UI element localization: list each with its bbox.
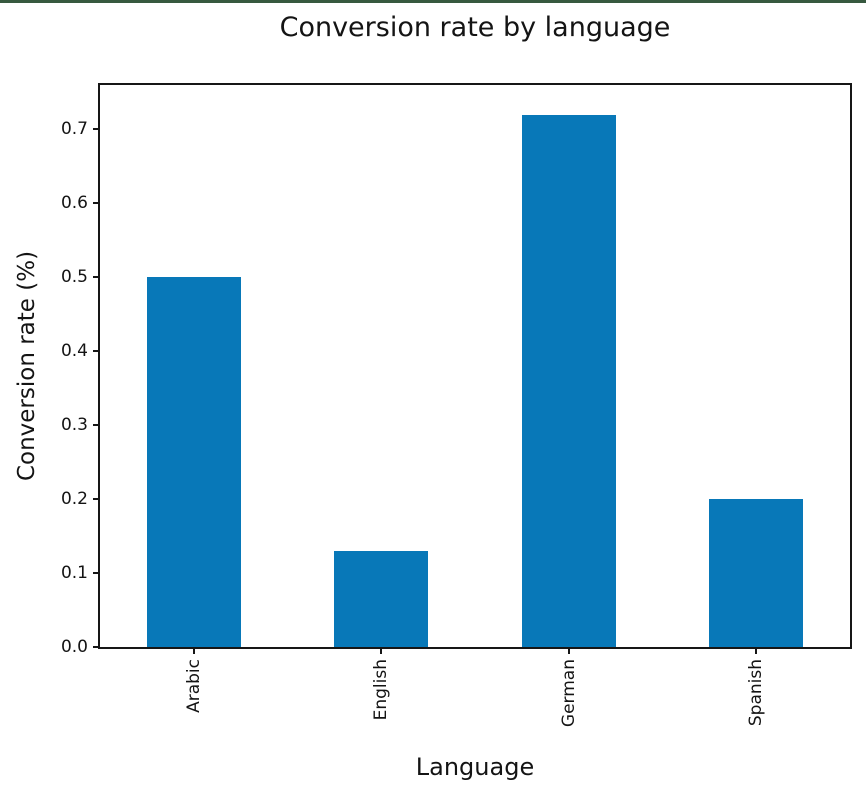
x-tick-label-text: English [371,659,391,721]
y-tick-label: 0.1 [60,563,88,583]
y-tick-label: 0.4 [60,341,88,361]
plot-area [98,83,852,649]
y-tick-label: 0.5 [60,267,88,287]
y-tick-label: 0.2 [60,489,88,509]
y-tick-mark [93,646,100,648]
bar-arabic [147,277,241,647]
bar-english [334,551,428,647]
y-tick-mark [93,276,100,278]
plot-inner [100,85,850,647]
y-tick-mark [93,128,100,130]
y-axis-label-text: Conversion rate (%) [14,250,40,482]
y-tick-label: 0.7 [60,119,88,139]
x-tick-label-text: Arabic [184,659,204,713]
y-tick-label: 0.6 [60,193,88,213]
y-tick-label: 0.3 [60,415,88,435]
x-tick-mark [755,647,757,654]
bar-spanish [709,499,803,647]
y-tick-mark [93,424,100,426]
y-tick-mark [93,572,100,574]
x-tick-label-text: Spanish [746,659,766,727]
y-tick-label: 0.0 [60,637,88,657]
y-tick-mark [93,350,100,352]
x-axis-label: Language [415,753,535,781]
bar-german [522,115,616,647]
window-top-border [0,0,866,3]
x-tick-mark [568,647,570,654]
x-tick-mark [380,647,382,654]
y-tick-mark [93,498,100,500]
x-tick-label-text: German [559,659,579,728]
y-tick-mark [93,202,100,204]
chart-title: Conversion rate by language [279,12,671,43]
x-tick-mark [193,647,195,654]
